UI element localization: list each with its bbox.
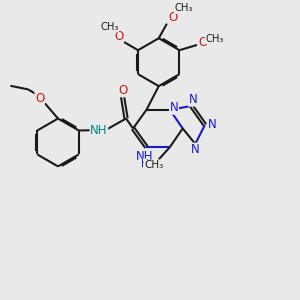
Text: O: O — [35, 92, 44, 105]
Text: CH₃: CH₃ — [144, 160, 164, 170]
Text: N: N — [208, 118, 217, 131]
Text: NH: NH — [90, 124, 108, 137]
Text: N: N — [169, 101, 178, 114]
Text: N: N — [169, 101, 178, 114]
Text: CH₃: CH₃ — [205, 34, 224, 44]
Text: N: N — [191, 143, 200, 156]
Text: CH₃: CH₃ — [100, 22, 118, 32]
Text: O: O — [168, 11, 177, 24]
Text: N: N — [188, 93, 197, 106]
Text: NH: NH — [136, 150, 154, 163]
Text: H: H — [141, 159, 149, 169]
Text: O: O — [198, 36, 208, 49]
Text: O: O — [114, 30, 123, 43]
Text: CH₃: CH₃ — [175, 3, 193, 14]
Text: O: O — [118, 84, 127, 97]
